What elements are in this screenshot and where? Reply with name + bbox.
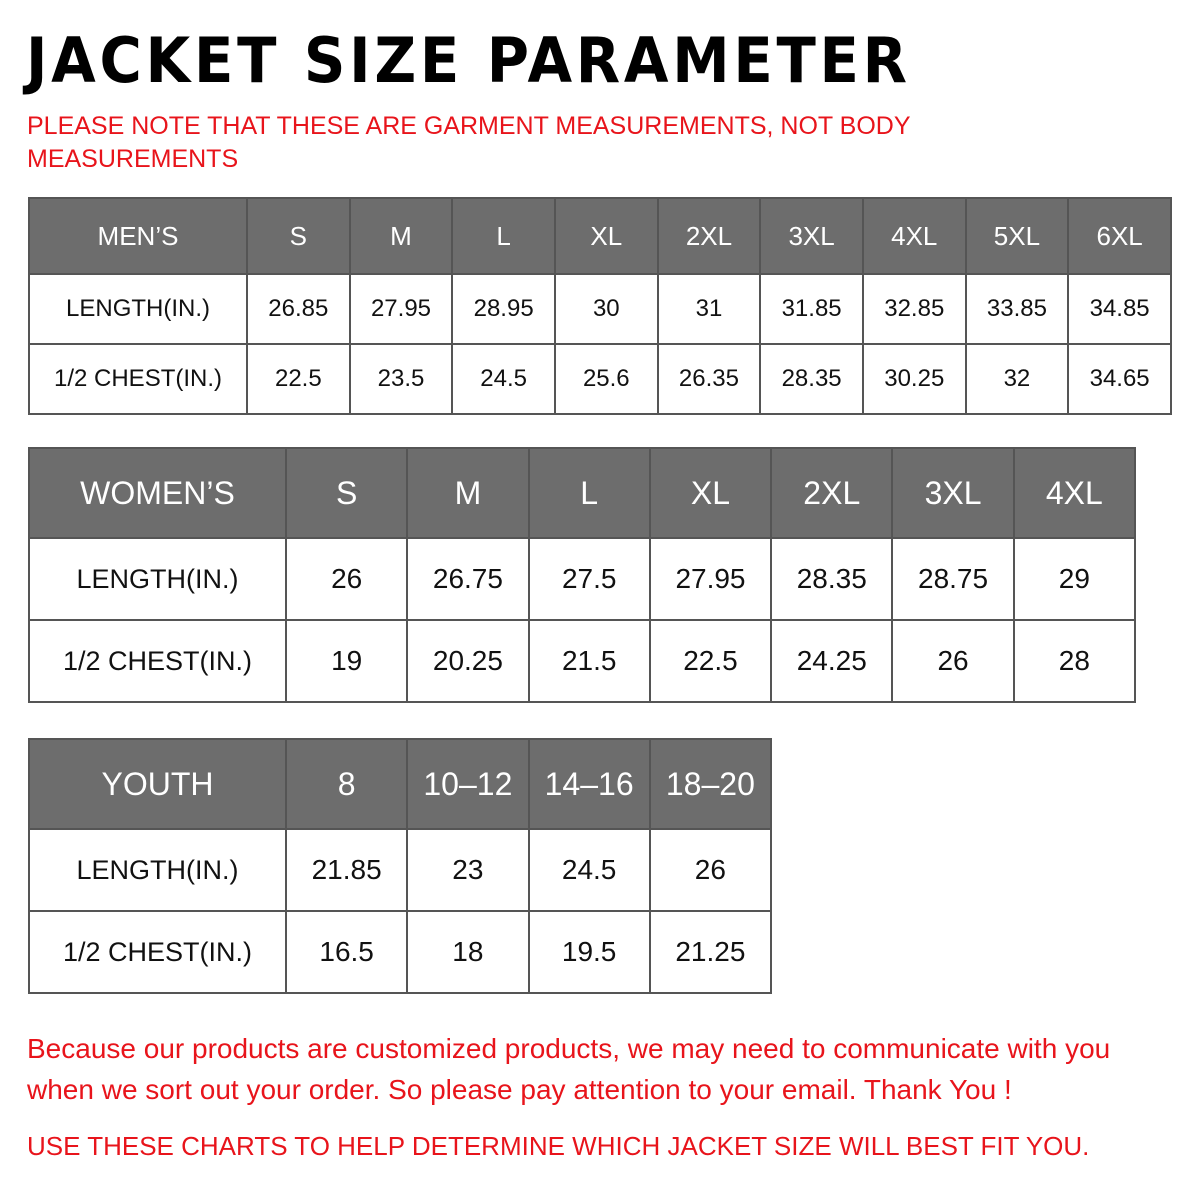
header-row: YOUTH 8 10–12 14–16 18–20	[28, 738, 773, 830]
size-header: 4XL	[861, 197, 967, 275]
measurement-cell: 21.25	[648, 910, 773, 994]
table-row: LENGTH(IN.) 21.85 23 24.5 26	[28, 828, 773, 912]
customization-notice: Because our products are customized prod…	[27, 1033, 1111, 1105]
measurement-cell: 27.95	[348, 273, 454, 345]
size-header: L	[451, 197, 556, 275]
measurement-cell: 29	[1012, 537, 1137, 621]
measurement-cell: 19	[284, 619, 409, 703]
measurement-cell: 22.5	[246, 343, 351, 415]
measurement-cell: 28.95	[451, 273, 556, 345]
measurement-cell: 28.35	[770, 537, 894, 621]
measurement-cell: 31.85	[759, 273, 864, 345]
category-header: MEN’S	[28, 197, 248, 275]
measurement-cell: 28.35	[759, 343, 864, 415]
measurement-cell: 34.65	[1067, 343, 1172, 415]
measurement-cell: 21.85	[284, 828, 409, 912]
table-row: 1/2 CHEST(IN.) 22.5 23.5 24.5 25.6 26.35 28.35…	[28, 343, 1172, 415]
women-size-table: WOMEN’S S M L XL 2XL 3XL 4XL LENGTH(IN.) 26 26.75 2…	[28, 447, 1137, 703]
youth-size-table: YOUTH 8 10–12 14–16 18–20 LENGTH(IN.) 21.85 23 2…	[28, 738, 773, 994]
size-header: 2XL	[770, 447, 894, 539]
size-header: 18–20	[648, 738, 773, 830]
header-row: MEN’S S M L XL 2XL 3XL 4XL 5XL 6XL	[28, 197, 1172, 275]
measurement-cell: 20.25	[406, 619, 530, 703]
size-header: 6XL	[1067, 197, 1172, 275]
measurement-cell: 23	[406, 828, 530, 912]
size-header: 3XL	[891, 447, 1015, 539]
measurement-cell: 26	[284, 537, 409, 621]
size-header: 4XL	[1012, 447, 1137, 539]
measurement-cell: 24.25	[770, 619, 894, 703]
size-header: XL	[648, 447, 773, 539]
size-header: 14–16	[527, 738, 651, 830]
category-header: YOUTH	[28, 738, 287, 830]
table-row: 1/2 CHEST(IN.) 19 20.25 21.5 22.5 24.25 26 28	[28, 619, 1137, 703]
measurement-cell: 33.85	[964, 273, 1070, 345]
row-label: 1/2 CHEST(IN.)	[28, 910, 287, 994]
measurement-cell: 34.85	[1067, 273, 1172, 345]
size-header: M	[348, 197, 454, 275]
size-header: 3XL	[759, 197, 864, 275]
row-label: 1/2 CHEST(IN.)	[28, 343, 248, 415]
measurement-cell: 19.5	[527, 910, 651, 994]
measurement-cell: 18	[406, 910, 530, 994]
header-row: WOMEN’S S M L XL 2XL 3XL 4XL	[28, 447, 1137, 539]
measurement-cell: 26	[891, 619, 1015, 703]
row-label: LENGTH(IN.)	[28, 273, 248, 345]
table-row: LENGTH(IN.) 26.85 27.95 28.95 30 31 31.85 32.85…	[28, 273, 1172, 345]
size-header: S	[246, 197, 351, 275]
men-size-table: MEN’S S M L XL 2XL 3XL 4XL 5XL 6XL LENGTH(IN.) 26.8…	[28, 197, 1172, 415]
measurement-cell: 26.75	[406, 537, 530, 621]
size-header: 2XL	[656, 197, 762, 275]
size-header: 10–12	[406, 738, 530, 830]
sizing-advice: USE THESE CHARTS TO HELP DETERMINE WHICH…	[27, 1131, 1090, 1161]
measurement-cell: 22.5	[648, 619, 773, 703]
measurement-cell: 28.75	[891, 537, 1015, 621]
measurement-cell: 30.25	[861, 343, 967, 415]
measurement-note: PLEASE NOTE THAT THESE ARE GARMENT MEASU…	[27, 112, 911, 173]
measurement-cell: 23.5	[348, 343, 454, 415]
size-header: M	[406, 447, 530, 539]
row-label: LENGTH(IN.)	[28, 828, 287, 912]
size-header: L	[527, 447, 651, 539]
measurement-cell: 26.85	[246, 273, 351, 345]
measurement-cell: 25.6	[553, 343, 659, 415]
measurement-cell: 21.5	[527, 619, 651, 703]
measurement-cell: 16.5	[284, 910, 409, 994]
measurement-cell: 26	[648, 828, 773, 912]
measurement-cell: 26.35	[656, 343, 762, 415]
measurement-cell: 32	[964, 343, 1070, 415]
size-header: 8	[284, 738, 409, 830]
page-title: JACKET SIZE PARAMETER	[26, 24, 911, 97]
measurement-cell: 32.85	[861, 273, 967, 345]
measurement-cell: 31	[656, 273, 762, 345]
row-label: LENGTH(IN.)	[28, 537, 287, 621]
row-label: 1/2 CHEST(IN.)	[28, 619, 287, 703]
table-row: 1/2 CHEST(IN.) 16.5 18 19.5 21.25	[28, 910, 773, 994]
measurement-cell: 27.95	[648, 537, 773, 621]
measurement-cell: 27.5	[527, 537, 651, 621]
category-header: WOMEN’S	[28, 447, 287, 539]
size-header: S	[284, 447, 409, 539]
size-header: 5XL	[964, 197, 1070, 275]
measurement-cell: 28	[1012, 619, 1137, 703]
size-header: XL	[553, 197, 659, 275]
measurement-cell: 24.5	[527, 828, 651, 912]
measurement-cell: 24.5	[451, 343, 556, 415]
measurement-cell: 30	[553, 273, 659, 345]
table-row: LENGTH(IN.) 26 26.75 27.5 27.95 28.35 28.75 29	[28, 537, 1137, 621]
